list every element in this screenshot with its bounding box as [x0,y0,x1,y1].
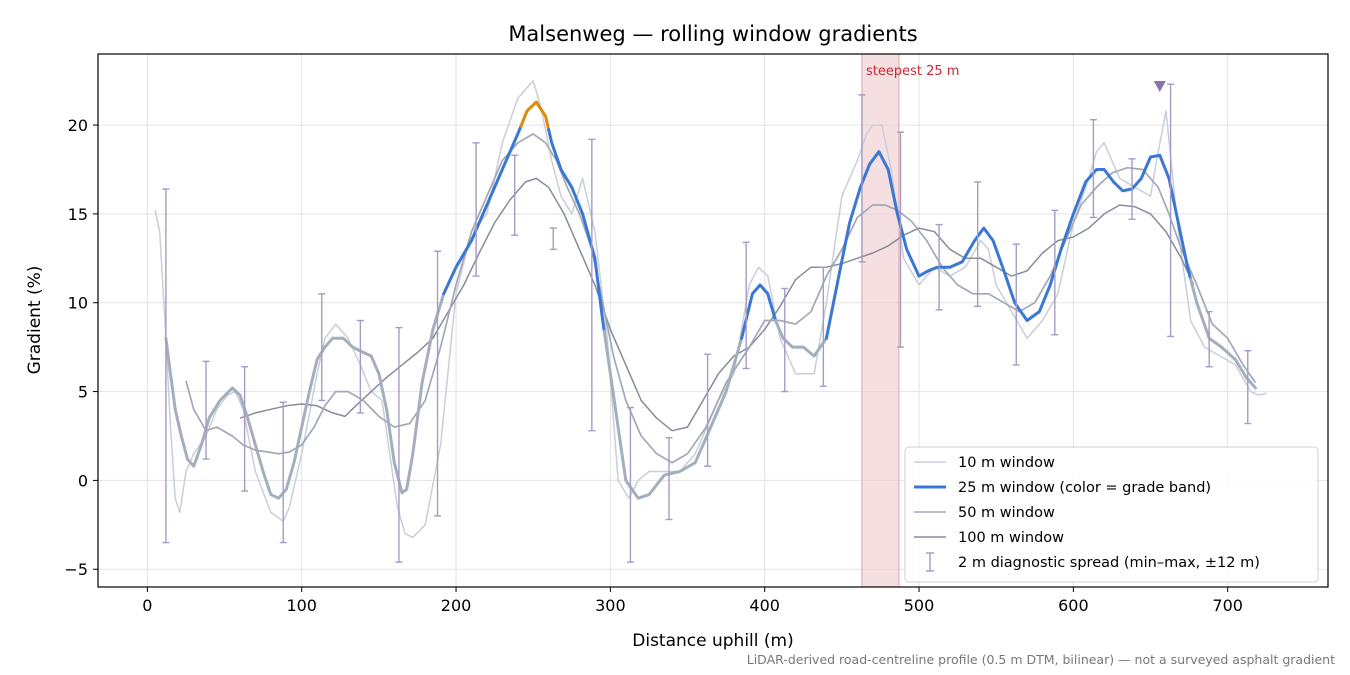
errorbar [356,319,364,414]
legend-label-errorbar: 2 m diagnostic spread (min–max, ±12 m) [958,555,1260,571]
x-tick-label: 400 [749,596,780,615]
errorbar [318,293,326,402]
series-line-25m-segment [1189,277,1257,390]
errorbar [935,223,943,311]
errorbar [1089,119,1097,219]
legend-label-25m: 25 m window (color = grade band) [958,480,1211,496]
errorbar [974,181,982,307]
errorbar [395,326,403,563]
x-tick-label: 0 [142,596,152,615]
y-tick-label: −5 [64,560,88,579]
series-line-25m-segment [740,283,777,340]
x-tick-label: 300 [595,596,626,615]
legend-label-100m: 100 m window [958,530,1064,546]
legend-label-50m: 50 m window [958,505,1055,521]
errorbar [434,250,442,517]
series-line-50m [185,133,1257,464]
errorbar [549,227,557,251]
x-axis-label: Distance uphill (m) [632,631,793,651]
series-line-25m-segment [547,128,606,333]
y-tick-label: 15 [68,205,88,224]
series-layer [154,79,1267,539]
errorbar [704,353,712,467]
y-tick-label: 5 [78,383,88,402]
series-line-25m-segment [519,100,551,131]
y-tick-label: 0 [78,471,88,490]
errorbar [202,360,210,460]
plot-frame [97,53,1329,588]
series-line-25m-segment [824,150,1193,340]
errorbar [781,287,789,393]
errorbar [626,406,634,563]
legend-label-10m: 10 m window [958,455,1055,471]
errorbar [1051,209,1059,336]
errorbar [162,188,170,544]
x-tick-label: 100 [286,596,317,615]
errorbar [511,154,519,236]
y-tick-label: 20 [68,116,88,135]
highlight-band-layer [861,53,900,588]
errorbar [665,437,673,521]
series-line-25m-segment [602,329,744,500]
series-line-25m-segment [442,124,523,296]
x-tick-label: 600 [1058,596,1089,615]
legend-swatch-errorbar [926,552,934,572]
errorbar [588,138,596,432]
steepest-annotation: steepest 25 m [866,64,959,79]
errorbar [1244,350,1252,425]
errorbar [1205,310,1213,368]
y-tick-label: 10 [68,294,88,313]
x-tick-label: 700 [1212,596,1243,615]
x-tick-label: 200 [441,596,472,615]
x-tick-label: 500 [904,596,935,615]
errorbar [1167,83,1175,338]
errorbar-layer [162,80,1252,563]
errorbar [279,401,287,544]
legend-box [904,446,1319,583]
series-line-25m-segment [774,319,828,358]
axis-ticks: 0 100 200 300 400 500 600 700 −5 0 5 10 15 20 [64,116,1243,615]
errorbar [1128,158,1136,220]
errorbar [897,131,905,348]
errorbar [241,365,249,492]
y-axis-label: Gradient (%) [25,266,45,375]
chart-title: Malsenweg — rolling window gradients [508,22,917,46]
errorbar [819,266,827,387]
errorbar [742,241,750,370]
footnote: LiDAR-derived road-centreline profile (0… [747,652,1335,667]
series-line-100m [239,177,1195,432]
peak-marker [1153,80,1166,92]
errorbar [1012,243,1020,366]
errorbar [858,94,866,263]
errorbar [472,142,480,277]
legend: 10 m window 25 m window (color = grade b… [904,446,1319,583]
series-line-25m-segment [164,292,446,500]
steepest-band [861,53,900,588]
